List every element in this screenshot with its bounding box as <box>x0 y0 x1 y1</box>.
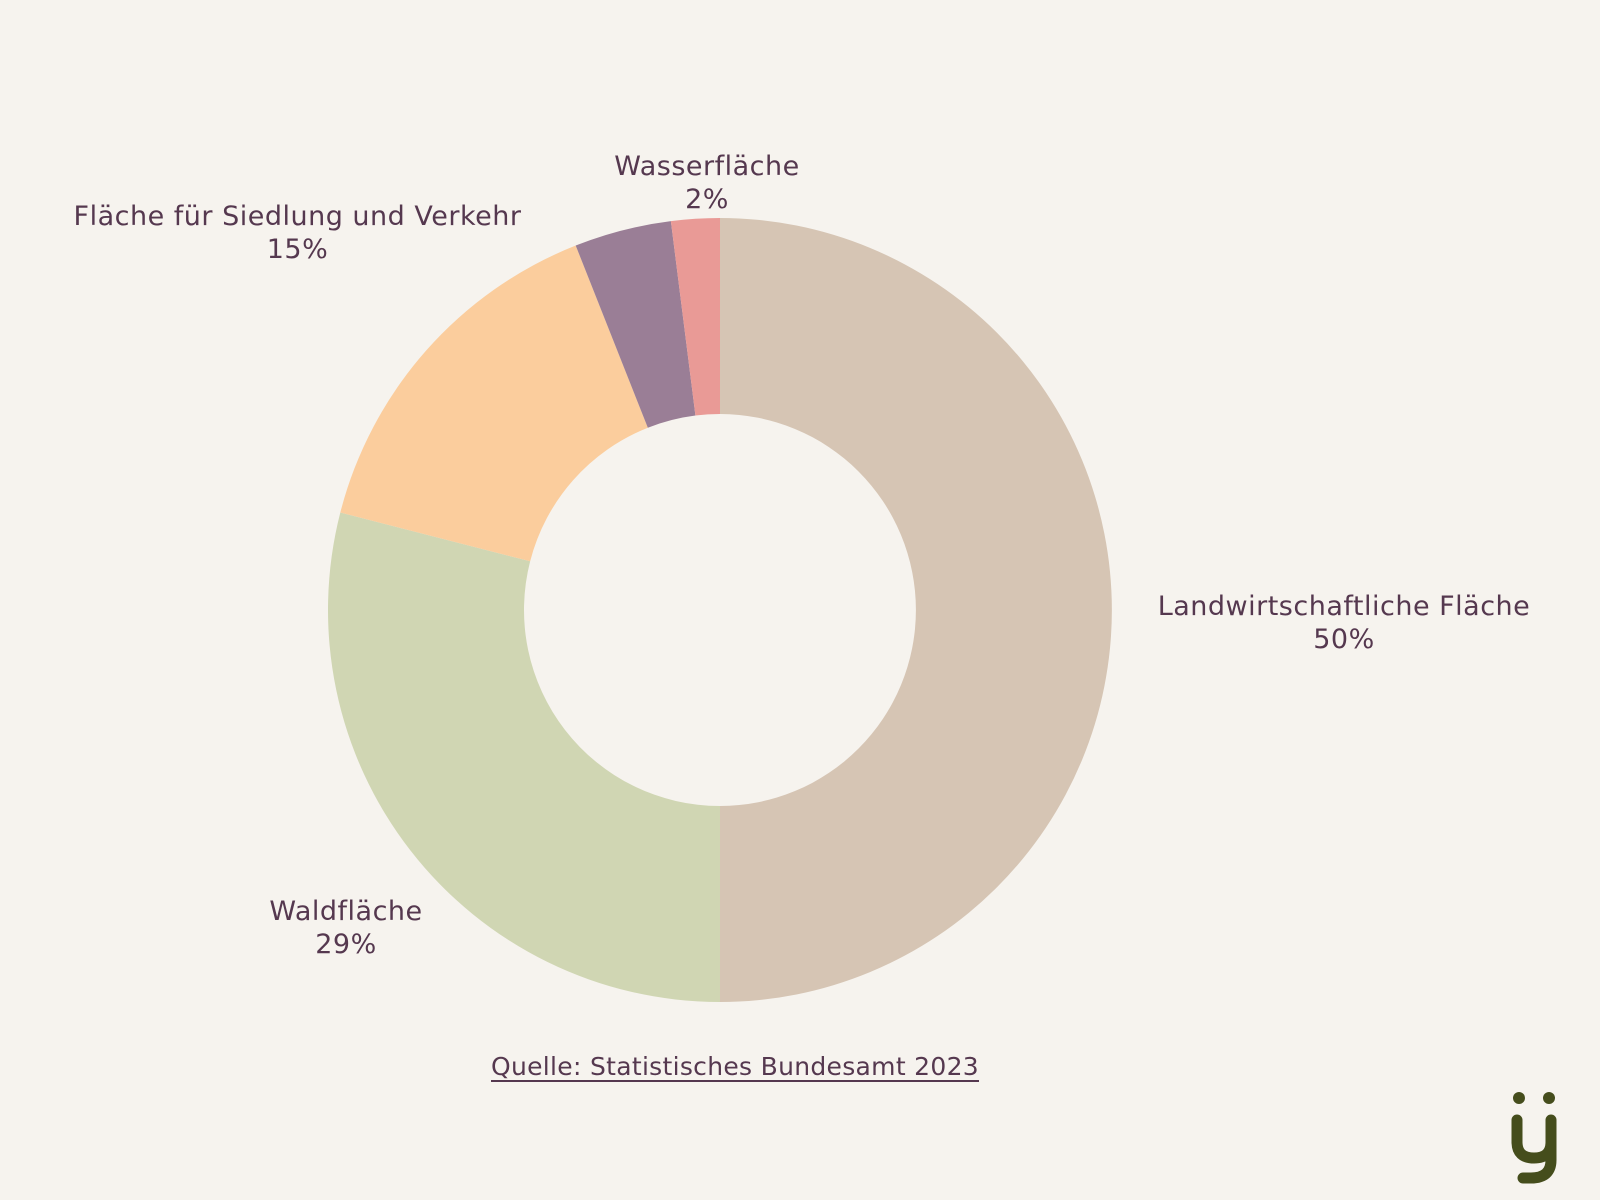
label-value: 2% <box>685 184 729 215</box>
label-waldflaeche: Waldfläche 29% <box>246 895 446 961</box>
logo-dot-left <box>1513 1092 1525 1104</box>
logo-stroke <box>1511 1114 1557 1184</box>
label-value: 50% <box>1313 624 1375 655</box>
label-name: Waldfläche <box>269 896 423 927</box>
label-name: Fläche für Siedlung und Verkehr <box>73 201 522 232</box>
slice-flaeche-fuer-siedlung-und-verkehr <box>340 245 648 562</box>
label-landwirtschaftliche-flaeche: Landwirtschaftliche Fläche 50% <box>1149 590 1539 656</box>
label-name: Wasserfläche <box>614 151 800 182</box>
label-value: 29% <box>315 929 377 960</box>
label-wasserflaeche: Wasserfläche 2% <box>597 150 817 216</box>
slice-landwirtschaftliche-flaeche <box>720 218 1112 1002</box>
label-name: Landwirtschaftliche Fläche <box>1157 591 1531 622</box>
label-siedlung-verkehr: Fläche für Siedlung und Verkehr 15% <box>60 200 535 266</box>
logo-dot-right <box>1543 1092 1555 1104</box>
slice-wasserflaeche <box>670 218 720 416</box>
source-link[interactable]: Quelle: Statistisches Bundesamt 2023 <box>491 1052 979 1081</box>
slice-waldflaeche <box>327 512 720 1002</box>
slice-sonstige <box>575 221 696 428</box>
label-value: 15% <box>266 234 329 265</box>
y-umlaut-smiley-logo-icon <box>1511 1092 1557 1184</box>
